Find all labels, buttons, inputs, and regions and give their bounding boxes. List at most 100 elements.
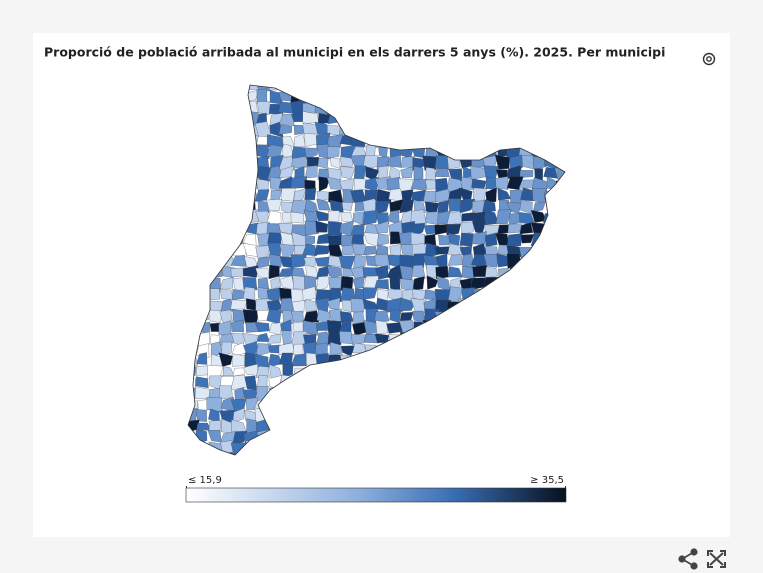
municipality — [506, 452, 520, 455]
municipality — [556, 132, 565, 148]
municipality — [460, 101, 474, 114]
municipality — [314, 89, 331, 104]
municipality — [399, 352, 416, 369]
municipality — [471, 385, 488, 401]
municipality — [542, 432, 558, 446]
municipality — [558, 90, 565, 104]
municipality — [450, 343, 460, 357]
municipality — [188, 157, 197, 171]
municipality — [568, 157, 583, 168]
municipality — [434, 385, 451, 401]
municipality — [436, 124, 451, 137]
municipality — [304, 367, 317, 380]
municipality — [495, 341, 509, 358]
municipality — [520, 187, 535, 202]
municipality — [531, 385, 547, 398]
municipality — [450, 91, 463, 103]
municipality — [218, 156, 235, 167]
municipality — [351, 396, 367, 412]
municipality — [543, 330, 560, 346]
legend-min-label: ≤ 15,9 — [188, 475, 222, 486]
municipality — [374, 407, 390, 424]
municipality — [567, 375, 583, 388]
municipality — [330, 157, 341, 169]
municipality — [350, 85, 368, 94]
municipality — [194, 143, 210, 158]
municipality — [230, 209, 246, 226]
municipality — [484, 343, 498, 358]
municipality — [352, 276, 365, 289]
municipality — [472, 265, 488, 277]
municipality — [207, 145, 224, 159]
municipality — [544, 321, 560, 334]
municipality — [399, 199, 414, 214]
municipality — [412, 114, 427, 123]
municipality — [386, 297, 404, 313]
municipality — [194, 429, 208, 444]
municipality — [534, 255, 545, 270]
municipality — [459, 451, 474, 455]
municipality — [506, 421, 521, 431]
municipality — [510, 134, 521, 145]
municipality — [519, 132, 534, 148]
municipality — [196, 352, 208, 365]
municipality — [282, 364, 294, 378]
municipality — [304, 418, 319, 431]
municipality — [350, 375, 368, 391]
municipality — [495, 176, 509, 190]
municipality — [486, 122, 498, 136]
municipality — [198, 242, 210, 258]
municipality — [509, 352, 524, 367]
municipality — [411, 420, 427, 434]
share-button[interactable] — [678, 548, 698, 570]
municipality — [327, 91, 344, 104]
municipality — [350, 429, 368, 445]
municipality — [256, 386, 269, 401]
municipality — [494, 441, 512, 454]
municipality — [353, 89, 364, 104]
municipality — [471, 85, 486, 92]
municipality — [220, 220, 234, 237]
municipality — [567, 134, 583, 146]
municipality — [531, 430, 544, 444]
municipality — [434, 429, 450, 443]
municipality — [470, 364, 488, 377]
municipality — [461, 88, 475, 104]
municipality — [484, 430, 497, 445]
municipality — [554, 311, 565, 325]
municipality — [413, 409, 426, 422]
municipality — [461, 132, 472, 149]
municipality — [448, 232, 461, 246]
municipality — [269, 451, 282, 455]
municipality — [257, 429, 271, 445]
municipality — [449, 122, 464, 138]
municipality — [194, 453, 208, 455]
municipality — [293, 188, 307, 203]
municipality — [390, 85, 402, 94]
municipality — [518, 367, 535, 379]
municipality — [545, 92, 560, 104]
municipality — [545, 397, 557, 412]
municipality — [411, 399, 426, 413]
municipality — [339, 451, 356, 455]
municipality — [188, 165, 200, 181]
municipality — [338, 364, 356, 378]
municipality — [423, 99, 439, 115]
municipality — [531, 375, 547, 390]
municipality — [302, 243, 317, 257]
municipality — [460, 146, 474, 157]
municipality — [542, 365, 559, 380]
municipality — [521, 388, 534, 402]
municipality — [401, 123, 412, 136]
settings-button[interactable] — [702, 52, 716, 66]
municipality — [363, 85, 380, 92]
municipality — [543, 167, 558, 179]
municipality — [188, 407, 198, 423]
municipality — [434, 407, 449, 423]
municipality — [544, 221, 558, 237]
fullscreen-button[interactable] — [707, 550, 726, 568]
municipality — [507, 89, 521, 103]
municipality — [244, 375, 258, 391]
municipality — [458, 400, 473, 413]
municipality — [447, 155, 461, 170]
